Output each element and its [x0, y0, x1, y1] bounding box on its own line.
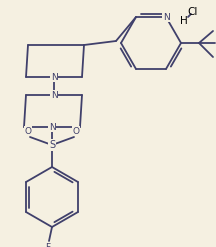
Text: O: O [73, 126, 79, 136]
Text: N: N [49, 123, 55, 131]
Text: N: N [51, 73, 57, 82]
Text: F: F [45, 243, 51, 247]
Text: Cl: Cl [188, 7, 198, 17]
Text: H: H [180, 16, 188, 26]
Text: N: N [163, 13, 169, 21]
Text: N: N [51, 90, 57, 100]
Text: O: O [24, 126, 32, 136]
Text: S: S [49, 140, 55, 150]
